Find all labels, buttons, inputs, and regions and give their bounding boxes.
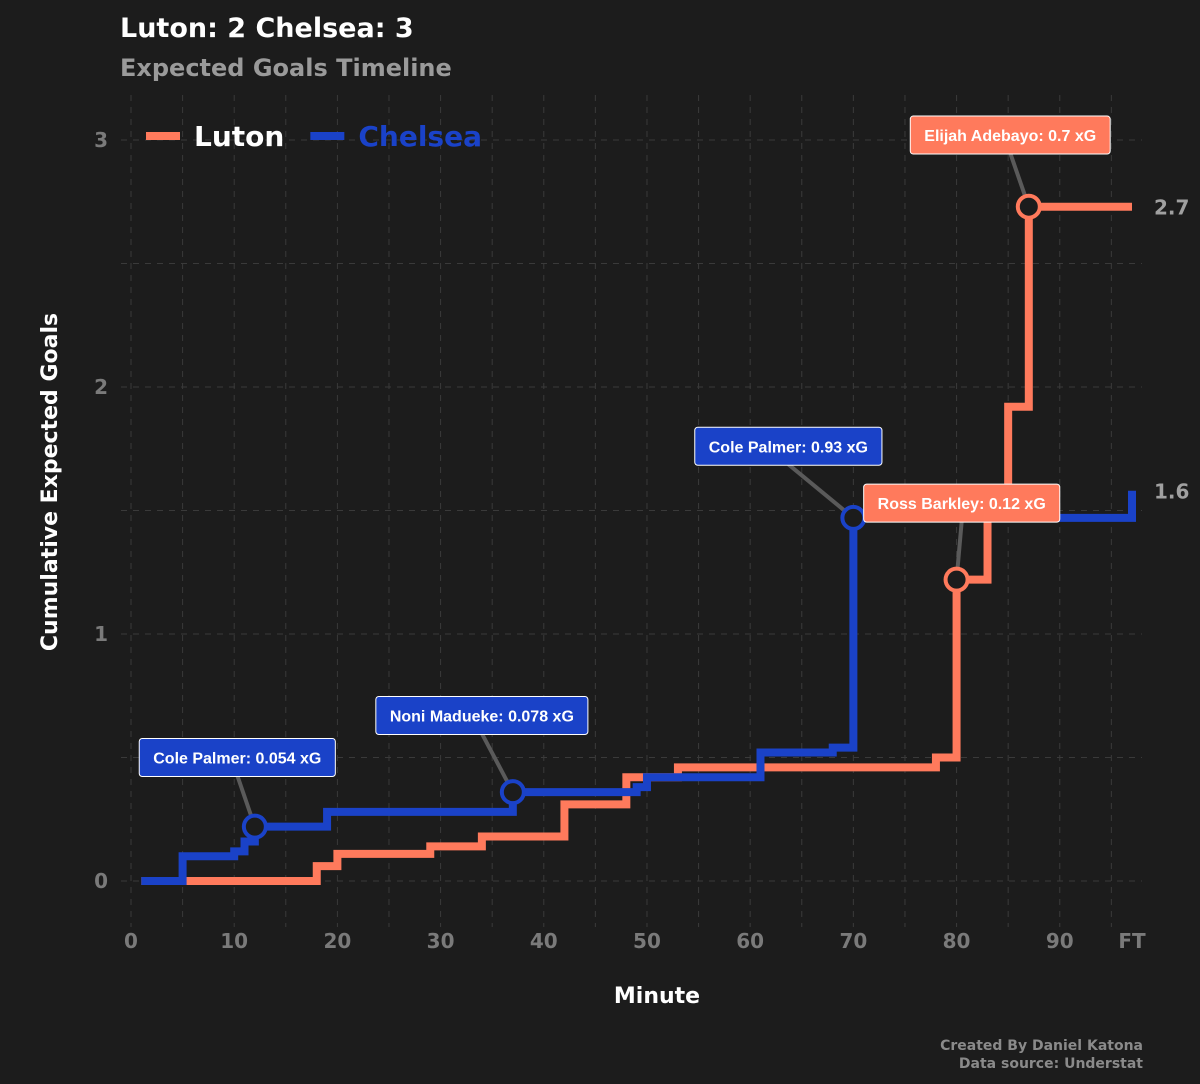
y-tick-label: 0 <box>94 869 108 893</box>
caption-credit: Created By Daniel Katona <box>940 1038 1143 1054</box>
x-tick-label: FT <box>1118 929 1146 953</box>
caption-source: Data source: Understat <box>959 1056 1143 1072</box>
end-label-chelsea: 1.6 <box>1154 480 1189 504</box>
annotation-box <box>375 696 589 736</box>
y-tick-label: 2 <box>94 375 108 399</box>
chart-subtitle: Expected Goals Timeline <box>120 54 452 82</box>
y-tick-label: 3 <box>94 128 108 152</box>
shot-marker <box>840 504 867 531</box>
annotation-box <box>694 426 883 466</box>
x-tick-label: 20 <box>323 929 351 953</box>
x-tick-label: 40 <box>530 929 558 953</box>
y-axis-title: Cumulative Expected Goals <box>38 313 63 651</box>
x-axis-ticks: 0 10 20 30 40 50 60 70 80 90 FT <box>124 929 1146 953</box>
legend-label-luton: Luton <box>194 120 284 153</box>
legend-label-chelsea: Chelsea <box>358 120 482 153</box>
x-tick-label: 10 <box>220 929 248 953</box>
end-label-luton: 2.7 <box>1154 196 1189 220</box>
shot-marker <box>241 813 268 840</box>
x-tick-label: 60 <box>736 929 764 953</box>
y-tick-label: 1 <box>94 622 108 646</box>
chart-title: Luton: 2 Chelsea: 3 <box>120 13 414 44</box>
x-tick-label: 30 <box>427 929 455 953</box>
series-line-chelsea <box>141 490 1136 885</box>
x-tick-label: 80 <box>943 929 971 953</box>
legend: Luton Chelsea <box>146 120 482 153</box>
x-tick-label: 70 <box>839 929 867 953</box>
shot-marker <box>499 779 526 806</box>
annotation-connector <box>787 462 855 520</box>
end-labels: 2.7 1.6 <box>1154 196 1189 504</box>
y-axis-ticks: 0 1 2 3 <box>94 128 108 893</box>
annotation-box <box>863 483 1061 523</box>
annotation-label: Cole Palmer: 0.054 xG <box>153 751 321 768</box>
x-axis-title: Minute <box>614 984 700 1009</box>
shot-annotations: Cole Palmer: 0.054 xG Noni Madueke: 0.078… <box>138 115 1111 840</box>
annotation-box <box>138 738 336 777</box>
annotation-label: Ross Barkley: 0.12 xG <box>878 496 1046 513</box>
x-tick-label: 50 <box>633 929 661 953</box>
x-tick-label: 90 <box>1046 929 1074 953</box>
annotation-label: Cole Palmer: 0.93 xG <box>709 439 868 456</box>
shot-marker <box>943 566 970 593</box>
x-tick-label: 0 <box>124 929 138 953</box>
annotation-label: Noni Madueke: 0.078 xG <box>390 709 574 726</box>
annotation-box <box>909 115 1111 155</box>
series-line-luton <box>141 202 1132 885</box>
annotation-label: Elijah Adebayo: 0.7 xG <box>924 128 1096 145</box>
shot-marker <box>1015 193 1042 220</box>
series-lines <box>141 202 1136 885</box>
